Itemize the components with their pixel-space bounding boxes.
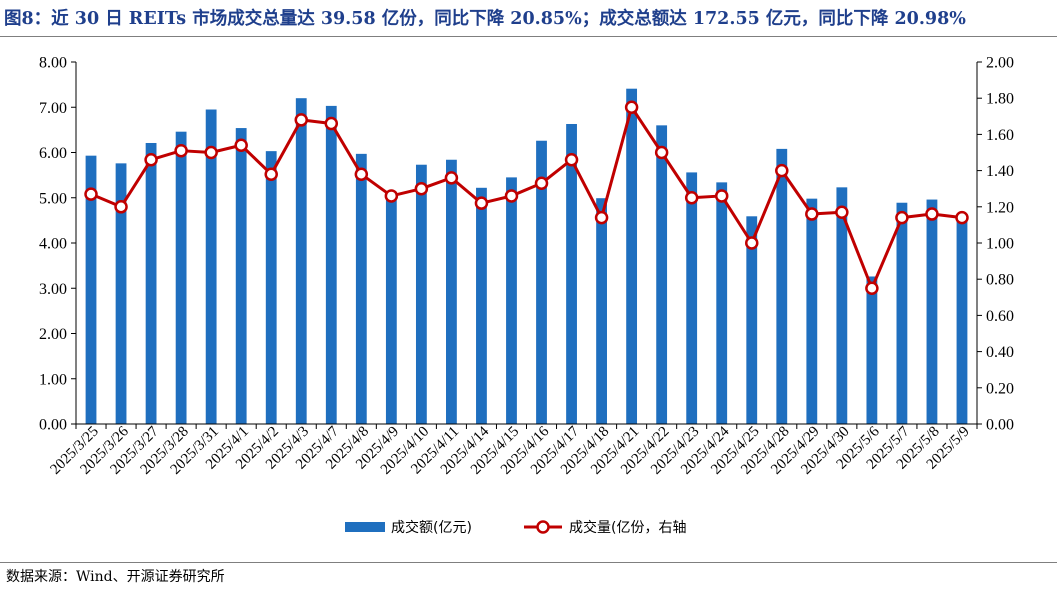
axes	[71, 61, 982, 429]
bar-line-chart: 2025/3/252025/3/262025/3/272025/3/282025…	[39, 55, 1014, 537]
bar-2025/4/8	[355, 153, 367, 425]
volume-point-2025/4/28	[775, 163, 789, 178]
volume-point-2025/3/27	[144, 152, 158, 167]
bar-2025/3/31	[205, 109, 217, 424]
y-right-tick-label: 1.20	[986, 199, 1014, 216]
footer-divider	[0, 562, 1057, 563]
y-axis-right-labels: 0.00 0.20 0.40 0.60 0.80 1.00 1.20 1.40 1.60 1.80…	[986, 55, 1014, 434]
y-left-tick-label: 7.00	[39, 100, 67, 117]
bar-2025/4/1	[235, 128, 247, 424]
y-right-tick-label: 0.80	[986, 272, 1014, 289]
source-note: 数据来源：Wind、开源证券研究所	[6, 569, 225, 585]
bar-2025/4/10	[415, 164, 427, 424]
legend-bar-label: 成交额(亿元)	[391, 519, 472, 536]
bar-2025/3/28	[175, 131, 187, 424]
bar-2025/3/26	[115, 163, 127, 425]
y-right-tick-label: 1.00	[986, 236, 1014, 253]
bar-2025/4/15	[506, 177, 517, 424]
volume-point-2025/4/10	[414, 181, 429, 196]
bar-2025/4/3	[295, 98, 307, 424]
legend-marker-icon	[536, 520, 550, 534]
bar-2025/3/25	[85, 155, 97, 424]
y-right-tick-label: 0.00	[986, 417, 1014, 434]
bar-2025/4/9	[385, 196, 397, 424]
volume-point-2025/4/17	[564, 152, 579, 167]
line-series-volume	[84, 100, 969, 295]
y-left-tick-label: 0.00	[39, 417, 67, 434]
bar-2025/4/16	[536, 140, 547, 425]
bar-2025/4/22	[656, 125, 668, 424]
bar-2025/4/14	[476, 187, 487, 424]
volume-point-2025/4/1	[234, 138, 248, 153]
volume-point-2025/4/21	[624, 100, 639, 114]
volume-point-2025/5/6	[865, 281, 879, 295]
y-left-tick-label: 2.00	[39, 326, 67, 343]
bar-2025/4/18	[596, 198, 607, 424]
y-right-tick-label: 1.80	[986, 91, 1014, 108]
volume-point-2025/5/7	[895, 210, 909, 225]
legend-line-label: 成交量(亿份，右轴	[569, 519, 686, 536]
bar-2025/4/30	[836, 187, 848, 424]
bar-2025/4/11	[446, 159, 457, 424]
y-left-tick-label: 8.00	[39, 55, 67, 72]
bar-series-amount	[85, 88, 968, 425]
volume-point-2025/3/26	[114, 200, 128, 214]
legend-bar-swatch	[345, 522, 385, 532]
bar-2025/3/27	[145, 142, 157, 424]
bar-2025/4/23	[686, 172, 698, 424]
volume-point-2025/3/31	[204, 145, 218, 160]
volume-point-2025/4/16	[534, 176, 549, 191]
bar-2025/4/28	[776, 148, 788, 424]
bar-2025/4/17	[566, 123, 577, 425]
y-left-tick-label: 3.00	[39, 281, 67, 298]
y-left-tick-label: 5.00	[39, 190, 67, 207]
volume-point-2025/4/18	[594, 210, 609, 225]
volume-point-2025/4/8	[354, 167, 369, 181]
volume-point-2025/3/28	[174, 143, 188, 158]
volume-point-2025/4/24	[714, 189, 729, 203]
y-right-tick-label: 0.20	[986, 380, 1014, 397]
bar-2025/5/9	[956, 215, 968, 424]
volume-point-2025/4/22	[654, 145, 669, 160]
volume-point-2025/5/8	[925, 207, 939, 221]
y-right-tick-label: 1.60	[986, 127, 1014, 144]
title-divider	[0, 36, 1057, 37]
x-axis-labels: 2025/3/252025/3/262025/3/272025/3/282025…	[48, 423, 973, 478]
y-left-tick-label: 4.00	[39, 236, 67, 253]
volume-point-2025/4/15	[504, 189, 519, 203]
bar-2025/4/7	[325, 105, 337, 424]
volume-point-2025/4/30	[835, 205, 849, 219]
y-axis-left-labels: 0.00 1.00 2.00 3.00 4.00 5.00 6.00 7.00 8.00	[39, 55, 67, 434]
bar-2025/5/7	[896, 202, 908, 424]
y-left-tick-label: 1.00	[39, 371, 67, 388]
bar-2025/4/2	[265, 151, 277, 424]
y-right-tick-label: 2.00	[986, 55, 1014, 72]
y-right-tick-label: 1.40	[986, 163, 1014, 180]
volume-point-2025/5/9	[955, 210, 969, 225]
volume-point-2025/4/3	[294, 113, 308, 127]
volume-line	[90, 105, 963, 290]
y-right-tick-label: 0.40	[986, 344, 1014, 361]
volume-point-2025/4/14	[474, 196, 489, 210]
volume-point-2025/4/7	[324, 116, 339, 131]
y-left-tick-label: 6.00	[39, 145, 67, 162]
volume-point-2025/4/23	[684, 191, 699, 205]
volume-point-2025/4/29	[805, 207, 819, 221]
volume-point-2025/4/25	[745, 236, 759, 250]
volume-point-2025/4/11	[444, 171, 459, 185]
bar-2025/4/25	[746, 216, 758, 424]
bar-2025/4/29	[806, 198, 818, 424]
bar-2025/4/24	[716, 182, 728, 424]
bar-2025/5/8	[926, 199, 938, 424]
volume-point-2025/3/25	[84, 187, 98, 201]
bar-2025/4/21	[626, 88, 638, 424]
legend: 成交额(亿元) 成交量(亿份，右轴	[345, 519, 686, 536]
chart-title: 图8：近 30 日 REITs 市场成交总量达 39.58 亿份，同比下降 20…	[4, 9, 966, 29]
volume-point-2025/4/9	[384, 189, 399, 203]
bar-2025/5/6	[866, 276, 878, 424]
volume-point-2025/4/2	[264, 167, 278, 181]
y-right-tick-label: 0.60	[986, 308, 1014, 325]
